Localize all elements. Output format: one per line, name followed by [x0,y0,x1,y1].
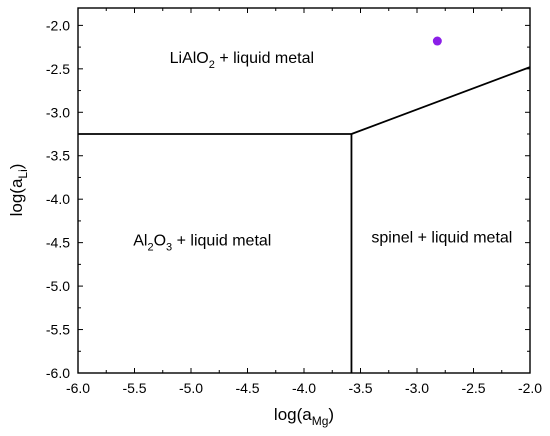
y-ticks: -2.0 -2.5 -3.0 -3.5 -4.0 -4.5 -5.0 -5.5 -6.0 [46,17,530,381]
region-label: LiAlO2 + liquid metal [170,50,314,71]
y-tick-label: -5.5 [46,322,70,338]
y-tick-label: -2.5 [46,61,70,77]
region-label: spinel + liquid metal [371,230,512,247]
phase-boundary-line [351,66,531,135]
y-tick-label: -3.0 [46,104,70,120]
y-axis-label: log(aLi) [7,164,30,217]
x-tick-label: -4.5 [235,380,259,396]
x-tick-label: -2.0 [518,380,542,396]
x-tick-label: -5.5 [122,380,146,396]
data-point [432,36,442,46]
y-tick-label: -2.0 [46,17,70,33]
x-tick-label: -5.0 [179,380,203,396]
x-tick-label: -2.5 [461,380,485,396]
region-label: Al2O3 + liquid metal [133,232,271,253]
x-ticks: -6.0 -5.5 -5.0 -4.5 -4.0 -3.5 -3.0 -2.5 -2.0 [66,8,542,396]
x-tick-label: -3.0 [405,380,429,396]
region-labels: LiAlO2 + liquid metal Al2O3 + liquid meta… [133,50,512,254]
y-tick-label: -4.0 [46,191,70,207]
y-tick-label: -4.5 [46,235,70,251]
y-tick-label: -5.0 [46,278,70,294]
y-tick-label: -3.5 [46,148,70,164]
x-tick-label: -4.0 [292,380,316,396]
y-tick-label: -6.0 [46,365,70,381]
phase-boundaries [78,66,531,373]
data-points [432,36,442,46]
x-tick-label: -3.5 [348,380,372,396]
x-tick-label: -6.0 [66,380,90,396]
x-axis-label: log(aMg) [274,405,334,428]
